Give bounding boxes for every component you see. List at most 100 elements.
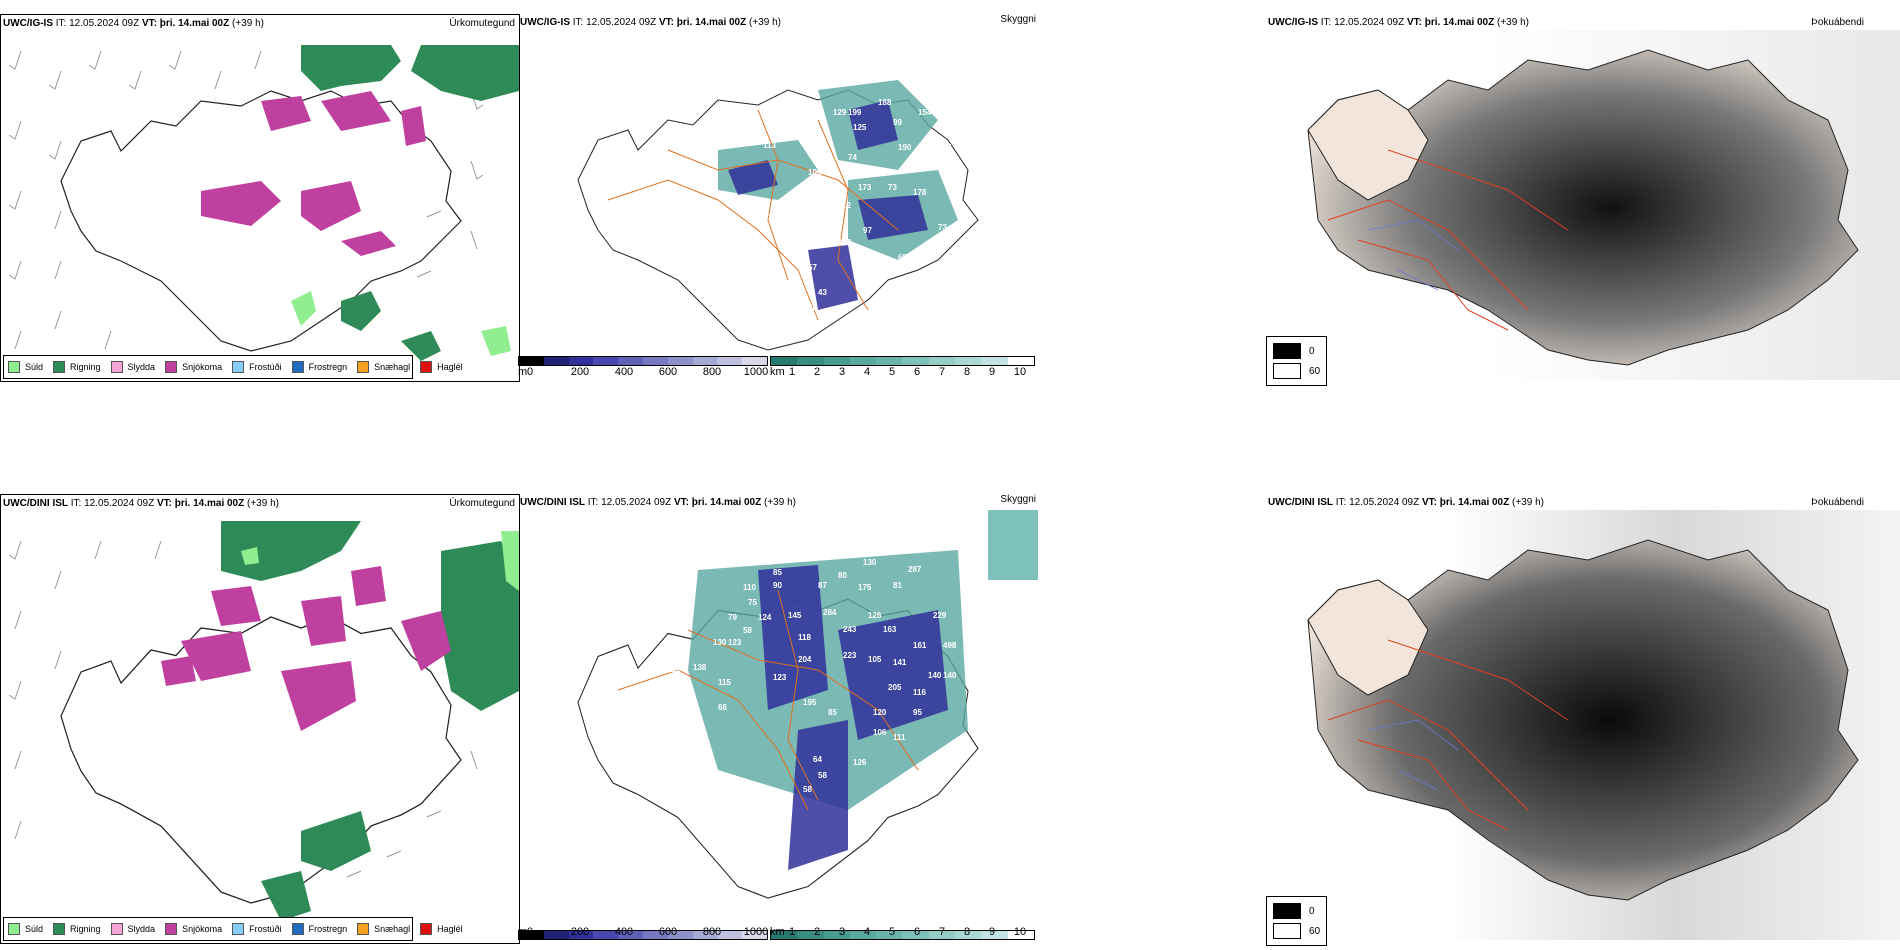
svg-text:85: 85 [773,568,782,577]
svg-text:188: 188 [878,98,892,107]
svg-text:178: 178 [913,188,927,197]
panel-header: UWC/DINI ISL IT: 12.05.2024 09Z VT: þri.… [520,497,796,508]
svg-text:73: 73 [888,183,897,192]
fog-map [1307,30,1900,380]
svg-text:56: 56 [878,263,887,272]
svg-text:81: 81 [893,581,902,590]
svg-text:100: 100 [758,558,772,567]
svg-text:110: 110 [668,665,681,674]
svg-text:74: 74 [848,153,857,162]
legend-item: Haglél [420,361,463,373]
svg-text:123: 123 [773,673,787,682]
svg-text:128: 128 [758,298,772,307]
precip-legend: Súld Rigning Slydda Snjókoma Frostúði Fr… [3,917,463,941]
svg-text:498: 498 [943,641,957,650]
svg-text:172: 172 [833,188,847,197]
svg-text:161: 161 [913,641,927,650]
height-colorbar: m 0 200 400 600 800 1000 [518,356,768,380]
visibility-colorbar-ticks: km 1 2 3 4 5 6 7 8 9 10 [770,926,1027,938]
svg-text:125: 125 [853,123,867,132]
visibility-colorbar: km 1 2 3 4 5 6 7 8 9 10 [770,356,1035,380]
svg-text:163: 163 [883,625,897,634]
svg-text:65: 65 [898,253,907,262]
fog-map [1307,510,1900,940]
svg-text:95: 95 [913,708,922,717]
precip-legend: Súld Rigning Slydda Snjókoma Frostúði Fr… [3,355,463,379]
svg-text:68: 68 [943,168,952,177]
panel-header: UWC/IG-IS IT: 12.05.2024 09Z VT: þri. 14… [3,18,264,30]
panel-header: UWC/IG-IS IT: 12.05.2024 09Z VT: þri. 14… [520,17,781,28]
svg-text:84: 84 [798,555,807,564]
svg-text:129: 129 [833,108,847,117]
svg-text:195: 195 [903,163,917,172]
svg-text:109: 109 [813,221,827,230]
svg-text:173: 173 [858,183,872,192]
svg-text:120: 120 [873,708,887,717]
iceland-outline [60,90,462,352]
svg-text:118: 118 [798,633,811,642]
svg-text:111: 111 [893,733,906,742]
svg-text:126: 126 [868,611,882,620]
svg-text:154: 154 [918,108,932,117]
height-colorbar [518,930,768,940]
svg-text:58: 58 [818,771,827,780]
visibility-colorbar [770,930,1035,940]
svg-text:130: 130 [863,558,877,567]
svg-text:138: 138 [693,663,707,672]
svg-text:223: 223 [843,651,857,660]
rain-areas [301,45,519,361]
svg-text:124: 124 [758,613,772,622]
panel-title: Úrkomutegund [449,498,515,509]
svg-text:105: 105 [868,655,882,664]
svg-text:138: 138 [838,238,852,247]
svg-text:243: 243 [843,625,857,634]
svg-text:43: 43 [918,248,927,257]
svg-text:112: 112 [838,201,851,210]
svg-text:195: 195 [803,698,817,707]
svg-text:204: 204 [798,655,812,664]
svg-text:287: 287 [908,565,922,574]
svg-text:38: 38 [808,303,817,312]
legend-item: Snjókoma [165,361,222,373]
legend-item: Súld [8,361,43,373]
panel-title: Þokuábendi [1811,497,1864,508]
svg-text:123: 123 [728,638,742,647]
svg-text:87: 87 [818,581,827,590]
svg-text:92: 92 [873,168,882,177]
lead-time: (+39 h) [232,18,264,29]
valid-label: VT: [141,18,157,29]
svg-text:175: 175 [858,583,872,592]
panel-header: UWC/IG-IS IT: 12.05.2024 09Z VT: þri. 14… [1268,17,1529,28]
panel-header: UWC/DINI ISL IT: 12.05.2024 09Z VT: þri.… [3,498,279,509]
legend-item: Snæhagl [357,361,410,373]
fog-legend-top: 0 60 [1266,336,1328,386]
svg-text:20: 20 [833,225,842,234]
snow-areas [201,91,426,256]
svg-text:60: 60 [718,226,727,235]
svg-text:50: 50 [773,808,782,817]
svg-text:58: 58 [743,626,752,635]
fog-legend-bottom: 0 60 [1266,896,1328,946]
svg-text:73: 73 [938,223,947,232]
model-name: UWC/IG-IS [3,18,53,29]
svg-text:68: 68 [718,703,727,712]
svg-text:126: 126 [853,758,867,767]
svg-text:110: 110 [743,583,756,592]
svg-text:97: 97 [863,226,872,235]
legend-swatch [8,361,20,373]
svg-text:126: 126 [888,538,902,547]
cloud-map: 100 84 130 126 85 87 90 133 80 287 81 11… [577,510,1038,899]
svg-text:101: 101 [808,168,822,177]
valid-time: þri. 14.mai 00Z [159,18,230,29]
svg-text:140: 140 [943,671,957,680]
fog-panel-bottom: UWC/DINI ISL IT: 12.05.2024 09Z VT: þri.… [1268,494,1900,942]
panel-title: Skyggni [1000,14,1036,25]
cloud-map: 188 199 129 154 99 125 190 74 195 137 68… [577,80,979,351]
svg-text:80: 80 [838,571,847,580]
svg-text:116: 116 [913,688,926,697]
svg-text:106: 106 [873,728,887,737]
svg-text:98: 98 [818,143,827,152]
svg-text:205: 205 [888,683,902,692]
svg-text:119: 119 [768,213,781,222]
svg-text:57: 57 [808,263,817,272]
